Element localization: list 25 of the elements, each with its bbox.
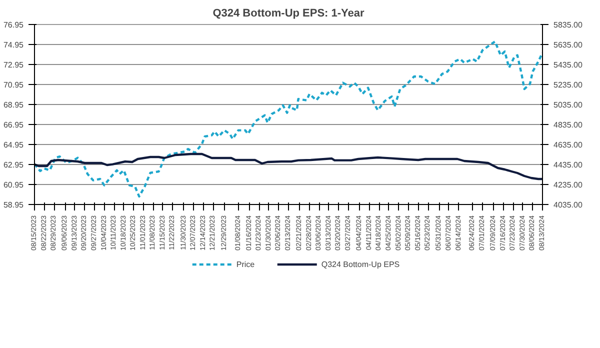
- y2-tick-label: 4035.00: [554, 200, 583, 210]
- y-tick-label: 74.95: [3, 40, 24, 50]
- y2-tick-label: 5835.00: [554, 20, 583, 30]
- y-tick-label: 60.95: [3, 180, 24, 190]
- y2-tick-label: 5635.00: [554, 40, 583, 50]
- y-tick-label: 72.95: [3, 60, 24, 70]
- legend-label: Q324 Bottom-Up EPS: [321, 260, 400, 268]
- line-series: [34, 152, 542, 180]
- y-tick-label: 68.95: [3, 100, 24, 110]
- y2-tick-label: 4635.00: [554, 140, 583, 150]
- y-tick-label: 64.95: [3, 140, 24, 150]
- y2-tick-label: 4435.00: [554, 160, 583, 170]
- y2-tick-label: 5035.00: [554, 100, 583, 110]
- y2-tick-label: 4835.00: [554, 120, 583, 130]
- y-tick-label: 76.95: [3, 20, 24, 30]
- y2-tick-label: 5235.00: [554, 80, 583, 90]
- y2-tick-label: 4235.00: [554, 180, 583, 190]
- y-tick-label: 58.95: [3, 200, 24, 210]
- line-series: [34, 40, 542, 198]
- legend-label: Price: [236, 260, 256, 268]
- chart-title: Q324 Bottom-Up EPS: 1-Year: [212, 8, 366, 20]
- y-tick-label: 66.95: [3, 120, 24, 130]
- y-tick-label: 62.95: [3, 160, 24, 170]
- y-tick-label: 70.95: [3, 80, 24, 90]
- y2-tick-label: 5435.00: [554, 60, 583, 70]
